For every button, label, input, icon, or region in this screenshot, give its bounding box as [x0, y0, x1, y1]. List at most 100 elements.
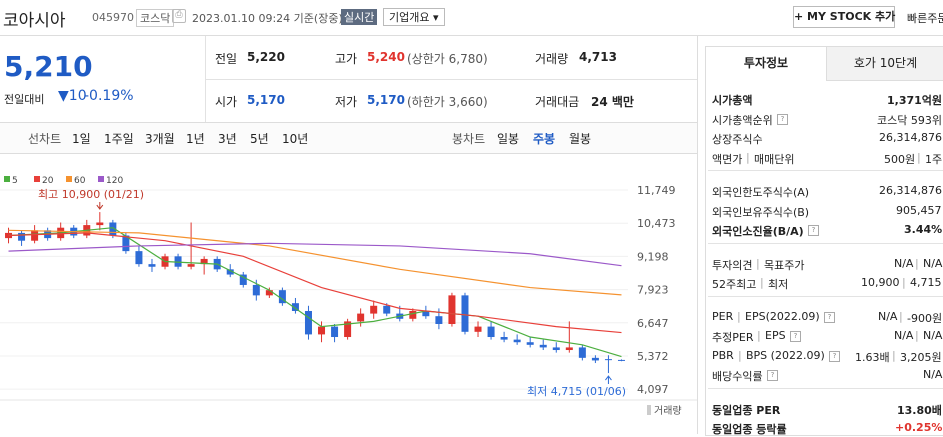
realtime-badge: 실시간 — [341, 9, 378, 25]
company-dropdown[interactable]: 기업개요 ▾ — [383, 8, 445, 26]
stat-label: 시가 — [215, 95, 238, 109]
candle-body — [239, 274, 247, 285]
candle-body — [135, 251, 143, 265]
candle-body — [265, 290, 273, 296]
candle-body — [539, 344, 547, 348]
candle-period[interactable]: 일봉 — [497, 132, 520, 146]
quick-order[interactable]: 빠른주문 — [907, 12, 943, 25]
row-label: 외국인한도주식수(A) — [712, 186, 810, 199]
row-label: 목표주가 — [764, 258, 805, 272]
row-label: 상장주식수 — [712, 133, 763, 146]
candle-body — [435, 316, 443, 324]
separator: | — [757, 329, 761, 342]
separator: | — [746, 150, 750, 164]
candle-body — [122, 235, 130, 252]
row-value: 3.44% — [904, 223, 943, 236]
help-icon: ? — [767, 370, 778, 381]
separator: | — [892, 348, 896, 362]
row-value: N/A — [923, 329, 943, 342]
candle-body — [18, 232, 26, 241]
period[interactable]: 3개월 — [145, 132, 175, 146]
separator: | — [737, 309, 741, 323]
candle-body — [383, 305, 391, 314]
candle-body — [344, 321, 352, 338]
row-label: 외국인보유주식수(B) — [712, 205, 810, 219]
period[interactable]: 5년 — [250, 132, 269, 146]
row-label: PBR — [712, 348, 734, 362]
candle-body — [174, 256, 182, 267]
help-icon: ? — [829, 350, 840, 362]
candle-body — [31, 230, 39, 241]
row-value: -900원 — [907, 311, 943, 325]
candle-body — [96, 222, 104, 226]
candle-body — [422, 310, 430, 317]
candle-body — [109, 222, 117, 236]
stat-value: 5,240 — [367, 50, 405, 64]
candle-body — [513, 339, 521, 343]
candle-period[interactable]: 월봉 — [569, 132, 592, 146]
volume-swatch — [647, 405, 651, 415]
candle-body — [617, 359, 625, 361]
mystock-button[interactable]: + MY STOCK 추가 — [793, 6, 895, 28]
row-label: 액면가 — [712, 152, 743, 166]
candle-period[interactable]: 주봉 — [533, 132, 556, 146]
candle-body — [565, 347, 573, 351]
stat-label: 거래대금 — [535, 95, 580, 109]
stat-value: 24 백만 — [591, 95, 634, 109]
mystock-text: MY STOCK 추가 — [807, 10, 896, 23]
divider — [708, 295, 943, 297]
stat-label: 고가 — [335, 52, 358, 66]
period[interactable]: 1주일 — [104, 132, 134, 146]
row-value: 26,314,876 — [879, 131, 942, 144]
help-icon: ? — [777, 113, 788, 125]
stat-label: 저가 — [335, 95, 358, 109]
change: ▼10 — [58, 88, 87, 104]
tab[interactable]: 호가 10단계 — [826, 47, 943, 81]
row-value: +0.25% — [895, 421, 943, 434]
divider — [708, 242, 943, 244]
row-label: 추정PER — [712, 331, 754, 344]
legend-label: 5 — [12, 176, 18, 186]
period[interactable]: 3년 — [218, 132, 237, 146]
row-value: 500원 — [884, 152, 916, 166]
candle-body — [304, 310, 312, 335]
row-label: 시가총액 — [712, 94, 753, 107]
candle-body — [252, 284, 260, 296]
row-value: 26,314,876 — [879, 184, 942, 197]
row-label: EPS — [765, 329, 786, 342]
candle-body — [148, 264, 156, 267]
stock-code: 045970 — [92, 11, 134, 24]
header-border — [0, 35, 943, 36]
period[interactable]: 1일 — [72, 132, 91, 146]
tab[interactable]: 투자정보 — [743, 56, 789, 70]
separator: | — [899, 309, 903, 323]
separator: | — [902, 276, 906, 289]
legend-swatch — [66, 176, 72, 182]
y-tick-label: 10,473 — [637, 217, 676, 230]
separator: | — [915, 329, 919, 342]
row-label: BPS (2022.09) — [746, 348, 825, 362]
candle-body — [318, 326, 326, 335]
row-label: 동일업종 PER — [712, 403, 781, 417]
price: 5,210 — [4, 50, 93, 83]
legend-label: 60 — [74, 176, 86, 186]
row-value: 4,715 — [910, 276, 942, 289]
y-tick-label: 11,749 — [637, 184, 676, 197]
high-arrow — [96, 202, 104, 210]
period[interactable]: 10년 — [282, 132, 309, 146]
down-arrow: ▼ — [58, 88, 69, 104]
row-value: N/A — [894, 256, 914, 270]
candle-body — [526, 342, 534, 345]
row-value: 1.63배 — [855, 350, 890, 364]
candle-body — [487, 326, 495, 338]
row-label: 52주최고 — [712, 278, 757, 291]
y-tick-label: 5,372 — [637, 350, 669, 363]
row-value: 905,457 — [896, 203, 942, 217]
separator: | — [760, 276, 764, 289]
legend-label: 120 — [106, 176, 123, 186]
separator: | — [917, 150, 921, 164]
stat-note: (하한가 3,660) — [407, 95, 488, 109]
period[interactable]: 1년 — [186, 132, 205, 146]
